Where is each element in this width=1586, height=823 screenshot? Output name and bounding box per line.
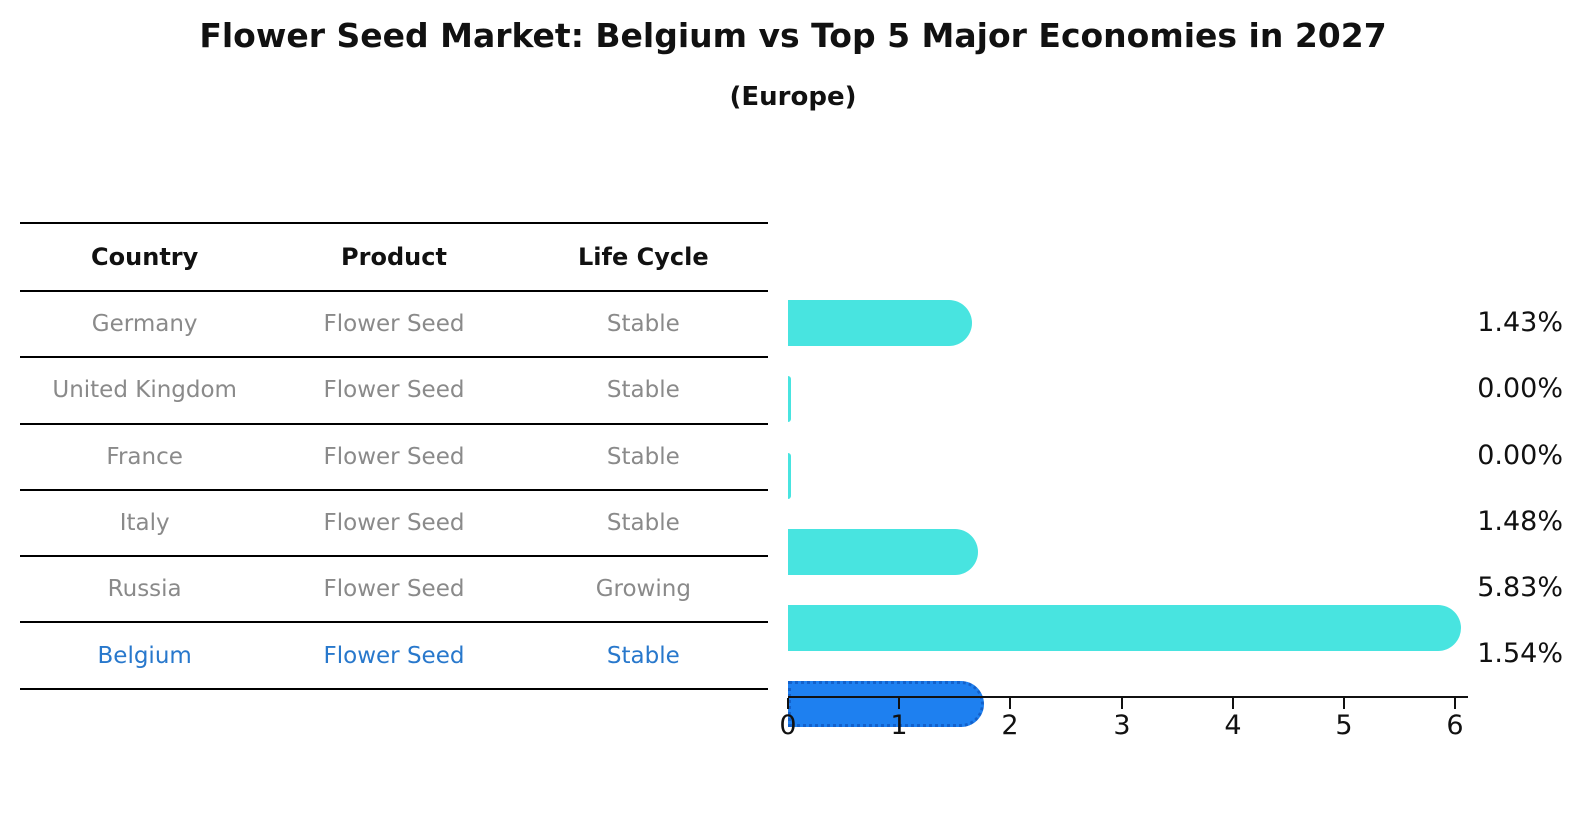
bar-italy [788, 528, 978, 575]
x-tick-label-1: 1 [890, 710, 908, 741]
info-table: Country Product Life Cycle Germany Flowe… [20, 222, 768, 690]
bar-row-france [788, 452, 1548, 519]
cell-life-cycle: Stable [606, 642, 680, 669]
x-tick-mark-5 [1343, 698, 1345, 709]
bar-united-kingdom [788, 376, 791, 423]
table-row-germany: Germany Flower Seed Stable [20, 292, 768, 359]
cell-product: Flower Seed [323, 311, 465, 338]
bar-france [788, 452, 791, 499]
table-header-row: Country Product Life Cycle [20, 224, 768, 292]
x-tick-mark-0 [787, 698, 789, 709]
x-tick-label-4: 4 [1224, 710, 1242, 741]
cell-product: Flower Seed [323, 576, 465, 603]
x-axis-line [788, 696, 1468, 698]
cell-country: United Kingdom [52, 377, 237, 404]
cell-country: Belgium [97, 642, 192, 669]
bar-russia [788, 605, 1462, 652]
x-tick-label-6: 6 [1446, 710, 1464, 741]
x-tick-mark-3 [1121, 698, 1123, 709]
table-row-france: France Flower Seed Stable [20, 425, 768, 491]
header-product: Product [341, 243, 447, 271]
value-label-germany: 1.43% [1477, 307, 1563, 338]
x-tick-label-2: 2 [1001, 710, 1019, 741]
x-tick-mark-1 [898, 698, 900, 709]
bar-row-germany [788, 300, 1548, 366]
x-tick-label-0: 0 [779, 710, 797, 741]
cell-product: Flower Seed [323, 377, 465, 404]
cell-life-cycle: Stable [606, 377, 680, 404]
cell-life-cycle: Stable [606, 510, 680, 537]
x-tick-label-3: 3 [1113, 710, 1131, 741]
value-label-united-kingdom: 0.00% [1477, 373, 1563, 405]
bar-plot-area [788, 290, 1548, 748]
cell-country: Russia [107, 576, 182, 603]
value-label-france: 0.00% [1477, 439, 1563, 471]
chart-subtitle: (Europe) [729, 82, 857, 112]
bar-row-italy [788, 528, 1548, 595]
value-label-italy: 1.48% [1477, 505, 1563, 537]
bar-belgium-highlight [788, 681, 985, 728]
cell-life-cycle: Growing [595, 576, 691, 603]
cell-product: Flower Seed [323, 642, 465, 669]
cell-product: Flower Seed [323, 510, 465, 537]
header-country: Country [91, 243, 199, 271]
chart-title: Flower Seed Market: Belgium vs Top 5 Maj… [199, 16, 1387, 55]
bar-row-united-kingdom [788, 376, 1548, 442]
x-tick-mark-4 [1232, 698, 1234, 709]
bar-row-belgium [788, 681, 1548, 747]
table-row-russia: Russia Flower Seed Growing [20, 557, 768, 624]
bar-germany [788, 300, 972, 346]
x-tick-label-5: 5 [1335, 710, 1353, 741]
bar-row-russia [788, 605, 1548, 671]
cell-life-cycle: Stable [606, 443, 680, 470]
value-label-russia: 5.83% [1477, 572, 1563, 604]
cell-country: France [106, 443, 183, 470]
table-row-italy: Italy Flower Seed Stable [20, 491, 768, 558]
cell-life-cycle: Stable [606, 311, 680, 338]
cell-country: Germany [91, 311, 198, 338]
x-tick-mark-6 [1454, 698, 1456, 709]
value-label-column: 1.43% 0.00% 0.00% 1.48% 5.83% 1.54% [1408, 290, 1563, 688]
table-row-united-kingdom: United Kingdom Flower Seed Stable [20, 358, 768, 425]
header-life-cycle: Life Cycle [578, 243, 709, 271]
value-label-belgium: 1.54% [1477, 638, 1563, 670]
cell-product: Flower Seed [323, 443, 465, 470]
table-row-belgium: Belgium Flower Seed Stable [20, 623, 768, 690]
x-tick-mark-2 [1009, 698, 1011, 709]
cell-country: Italy [119, 510, 170, 537]
